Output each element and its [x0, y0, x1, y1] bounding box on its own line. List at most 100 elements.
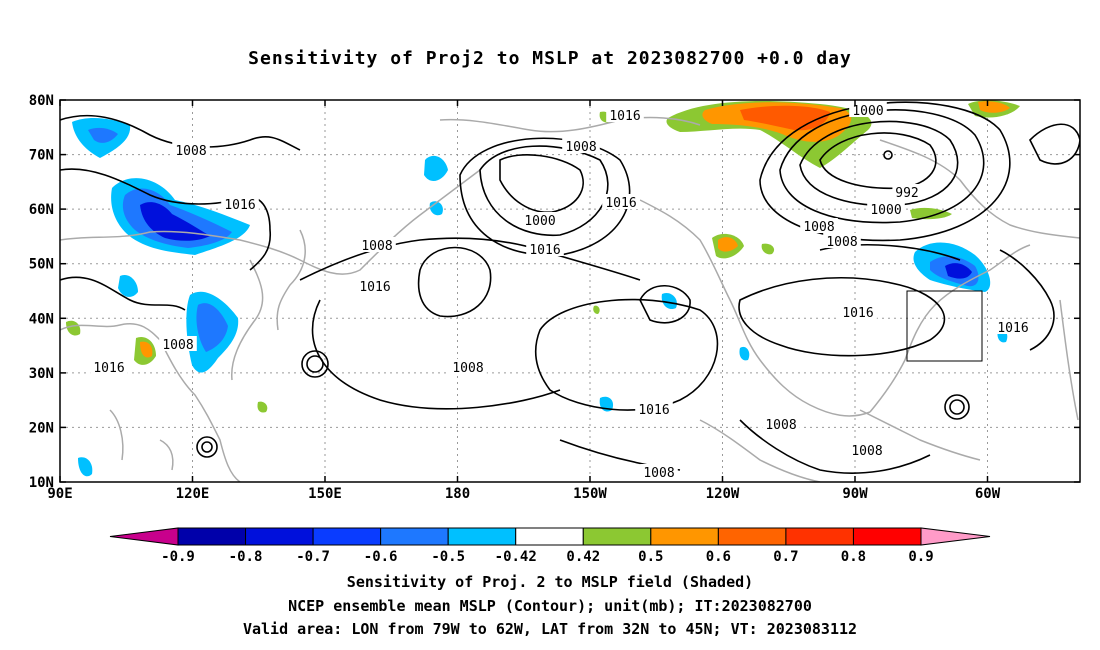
caption-valid-area: Valid area: LON from 79W to 62W, LAT fro…: [242, 620, 858, 638]
colorbar-swatch: [177, 527, 247, 546]
caption-shaded: Sensitivity of Proj. 2 to MSLP field (Sh…: [346, 573, 754, 591]
lat-label: 60N: [29, 202, 54, 218]
colorbar-swatch: [245, 527, 314, 546]
lon-label: 90E: [47, 486, 72, 502]
contour-label-bg: [90, 359, 128, 374]
contour-label-bg: [800, 218, 838, 233]
colorbar-labels: -0.9 -0.8 -0.7 -0.6 -0.5 -0.42 0.42 0.5 0.6 0.7 0.…: [161, 549, 934, 565]
contour-label: 1008: [765, 418, 796, 433]
contour-label: 1000: [870, 203, 901, 218]
colorbar-label: -0.42: [495, 549, 537, 565]
contour-label: 1008: [826, 235, 857, 250]
lon-label: 150W: [573, 486, 607, 502]
contour-label-bg: [356, 278, 394, 293]
contour-label-bg: [221, 196, 259, 211]
colorbar-label: 0.8: [841, 549, 866, 565]
contour-label-bg: [640, 464, 678, 479]
contour-label: 1016: [609, 109, 640, 124]
map-frame: [59, 99, 1081, 483]
colorbar: [109, 527, 991, 546]
contour-label-bg: [994, 319, 1032, 334]
contour-label: 1008: [851, 444, 882, 459]
colorbar-label: 0.6: [706, 549, 731, 565]
contour-label-bg: [562, 138, 600, 153]
lon-label: 180: [445, 486, 470, 502]
lat-label: 10N: [29, 475, 54, 491]
map-title: Sensitivity of Proj2 to MSLP at 20230827…: [248, 48, 852, 69]
colorbar-label: -0.8: [229, 549, 263, 565]
contour-label: 1016: [605, 196, 636, 211]
caption-contour: NCEP ensemble mean MSLP (Contour); unit(…: [288, 597, 812, 615]
contour-label: 1000: [524, 214, 555, 229]
axis-ticks: [59, 99, 1080, 483]
contour-label-bg: [849, 102, 887, 117]
contour-label-bg: [867, 201, 905, 216]
colorbar-swatch: [582, 527, 652, 546]
contour-label: 1008: [565, 140, 596, 155]
colorbar-swatch: [447, 527, 517, 546]
contour-label: 1008: [803, 220, 834, 235]
lon-label: 60W: [975, 486, 1001, 502]
colorbar-label: -0.5: [431, 549, 465, 565]
lat-label: 40N: [29, 311, 54, 327]
contour-label-bg: [606, 107, 644, 122]
contour-label: 1008: [162, 338, 193, 353]
contour-label-bg: [159, 336, 197, 351]
colorbar-max-arrow: [920, 527, 991, 546]
colorbar-swatch: [717, 527, 787, 546]
contour-label-bg: [521, 212, 559, 227]
colorbar-min-arrow: [109, 527, 179, 546]
contour-label-bg: [526, 241, 564, 256]
contour-label: 1008: [175, 144, 206, 159]
colorbar-label: -0.7: [296, 549, 330, 565]
lat-label: 30N: [29, 366, 54, 382]
contour-label-bg: [823, 233, 861, 248]
contour-label: 1016: [93, 361, 124, 376]
contour-label: 992: [895, 186, 918, 201]
colorbar-label: 0.42: [566, 549, 600, 565]
contour-label-bg: [172, 142, 210, 157]
lat-label: 20N: [29, 420, 54, 436]
contour-label: 1016: [997, 321, 1028, 336]
lon-label: 120W: [706, 486, 740, 502]
colorbar-label: -0.6: [364, 549, 398, 565]
colorbar-label: -0.9: [161, 549, 195, 565]
colorbar-swatch: [650, 527, 719, 546]
contour-label: 1016: [529, 243, 560, 258]
contour-label: 1000: [852, 104, 883, 119]
contour-label-bg: [892, 184, 922, 199]
contour-label-bg: [449, 359, 487, 374]
contour-label-bg: [848, 442, 886, 457]
colorbar-swatch: [852, 527, 922, 546]
coastlines: [60, 116, 1080, 482]
colorbar-label: 0.7: [773, 549, 798, 565]
colorbar-swatch: [380, 527, 449, 546]
colorbar-swatch: [515, 527, 584, 546]
contour-label-bg: [839, 304, 877, 319]
contour-label: 1016: [359, 280, 390, 295]
lon-label: 150E: [308, 486, 342, 502]
colorbar-swatch: [312, 527, 382, 546]
colorbar-swatch: [785, 527, 854, 546]
contour-label-bg: [602, 194, 640, 209]
contour-label: 1008: [361, 239, 392, 254]
valid-area-box: [906, 290, 983, 362]
contour-label: 1008: [643, 466, 674, 481]
contour-label: 1016: [842, 306, 873, 321]
contour-label-bg: [358, 237, 396, 252]
shading-negative: [72, 118, 1008, 477]
contour-label: 1016: [638, 403, 669, 418]
longitude-labels: 90E 120E 150E 180 150W 120W 90W 60W: [47, 486, 1000, 502]
colorbar-label: 0.5: [638, 549, 663, 565]
contour-label-bg: [635, 401, 673, 416]
contour-label: 1008: [452, 361, 483, 376]
lat-label: 80N: [29, 93, 54, 109]
contour-label-bg: [762, 416, 800, 431]
colorbar-label: 0.9: [908, 549, 933, 565]
lon-label: 120E: [176, 486, 210, 502]
lon-label: 90W: [842, 486, 868, 502]
contour-label: 1016: [224, 198, 255, 213]
